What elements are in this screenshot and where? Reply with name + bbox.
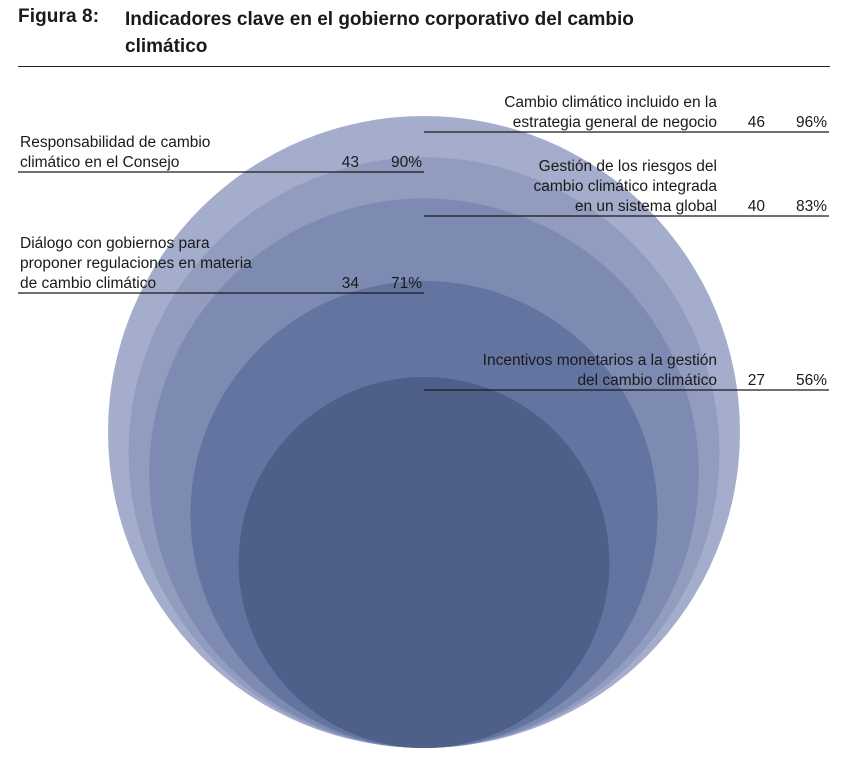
percent-label-2: 90% (391, 154, 422, 171)
label-group-5: Incentivos monetarios a la gestión del ca… (424, 352, 829, 391)
label-text-2-line-2: climático en el Consejo (20, 154, 179, 171)
labels-layer: Cambio climático incluido en la estrategi… (18, 94, 829, 391)
count-label-5: 27 (748, 372, 765, 389)
label-text-5-line-1: Incentivos monetarios a la gestión (483, 352, 717, 369)
label-text-4-line-1: Diálogo con gobiernos para (20, 235, 210, 252)
label-text-5-line-2: del cambio climático (577, 372, 717, 389)
circles-layer (108, 116, 740, 748)
label-text-1-line-2: estrategia general de negocio (513, 114, 717, 131)
count-label-4: 34 (342, 275, 360, 292)
label-text-3-line-2: cambio climático integrada (533, 178, 717, 195)
label-text-4-line-3: de cambio climático (20, 275, 156, 292)
count-label-2: 43 (342, 154, 359, 171)
header-rule (18, 66, 830, 67)
label-text-3-line-1: Gestión de los riesgos del (539, 158, 717, 175)
circle-5 (238, 377, 610, 748)
label-group-2: Responsabilidad de cambio climático en el… (18, 134, 424, 173)
figure-header: Figura 8: Indicadores clave en el gobier… (18, 6, 830, 68)
percent-label-3: 83% (796, 198, 827, 215)
label-group-4: Diálogo con gobiernos para proponer regul… (18, 235, 424, 294)
percent-label-5: 56% (796, 372, 827, 389)
figure-title: Indicadores clave en el gobierno corpora… (125, 9, 634, 57)
count-label-3: 40 (748, 198, 766, 215)
label-text-2-line-1: Responsabilidad de cambio (20, 134, 210, 151)
label-group-3: Gestión de los riesgos del cambio climáti… (424, 158, 829, 217)
label-text-1-line-1: Cambio climático incluido en la (504, 94, 717, 111)
label-text-4-line-2: proponer regulaciones en materia (20, 255, 252, 272)
figure-number: Figura 8: (18, 6, 100, 27)
percent-label-4: 71% (391, 275, 422, 292)
label-text-3-line-3: en un sistema global (575, 198, 717, 215)
percent-label-1: 96% (796, 114, 827, 131)
count-label-1: 46 (748, 114, 765, 131)
label-group-1: Cambio climático incluido en la estrategi… (424, 94, 829, 133)
